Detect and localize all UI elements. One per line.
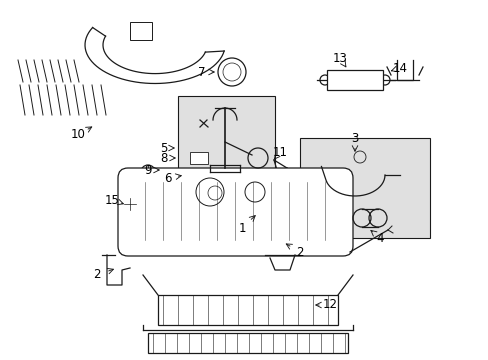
Circle shape (379, 75, 389, 85)
Text: 1: 1 (238, 221, 245, 234)
Bar (158, 295, 337, 325)
Text: 9: 9 (144, 163, 151, 176)
Text: 8: 8 (160, 152, 167, 165)
Text: 14: 14 (392, 62, 407, 75)
Bar (130, 22, 152, 40)
Text: 11: 11 (272, 145, 287, 158)
Text: 2: 2 (296, 246, 303, 258)
Circle shape (319, 75, 329, 85)
Bar (148, 333, 347, 353)
Bar (326, 70, 382, 90)
Text: 2: 2 (93, 269, 101, 282)
Text: 5: 5 (160, 141, 167, 154)
FancyBboxPatch shape (118, 168, 352, 256)
Text: 3: 3 (350, 131, 358, 144)
Bar (178, 96, 274, 198)
Bar (190, 152, 207, 164)
Text: 4: 4 (375, 231, 383, 244)
Text: 7: 7 (198, 66, 205, 78)
Text: 15: 15 (104, 194, 119, 207)
Text: 12: 12 (322, 298, 337, 311)
Bar (299, 138, 429, 238)
Text: 10: 10 (70, 129, 85, 141)
Text: 6: 6 (164, 171, 171, 184)
Text: 13: 13 (332, 51, 347, 64)
